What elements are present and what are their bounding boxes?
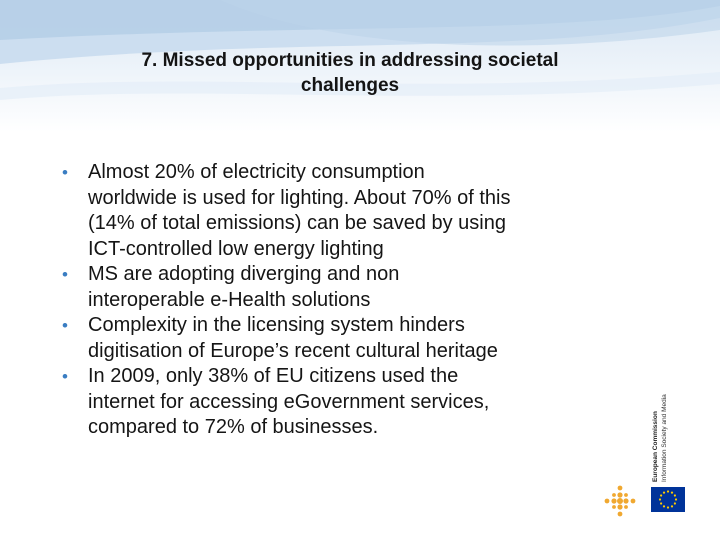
header-swoosh-graphic xyxy=(0,0,720,100)
bullet-dot-icon: • xyxy=(62,163,68,182)
header-band xyxy=(0,0,720,132)
bullet-4-line-3: compared to 72% of businesses. xyxy=(88,416,379,438)
bullet-3-line-1: Complexity in the licensing system hinde… xyxy=(88,314,465,336)
slide-title-line-1: 7. Missed opportunities in addressing so… xyxy=(141,50,559,71)
bullet-item-lighting: • Almost 20% of electricity consumption … xyxy=(62,160,622,262)
bullet-4-line-1: In 2009, only 38% of EU citizens used th… xyxy=(88,365,459,387)
bullet-dot-icon: • xyxy=(62,367,68,386)
bullet-1-line-2: worldwide is used for lighting. About 70… xyxy=(88,186,511,209)
bullet-dot-icon: • xyxy=(62,316,68,335)
bullet-2-line-1: MS are adopting diverging and non xyxy=(88,263,400,285)
bullet-3-line-2: digitisation of Europe’s recent cultural… xyxy=(88,339,498,362)
bullet-1-line-1: Almost 20% of electricity consumption xyxy=(88,161,425,183)
bullet-4-line-2: internet for accessing eGovernment servi… xyxy=(88,390,490,413)
bullet-dot-icon: • xyxy=(62,265,68,284)
slide-title: 7. Missed opportunities in addressing so… xyxy=(70,48,630,98)
slide-title-line-2: challenges xyxy=(300,75,400,96)
bullet-item-egovernment: • In 2009, only 38% of EU citizens used … xyxy=(62,364,622,441)
bullet-list: • Almost 20% of electricity consumption … xyxy=(62,160,622,441)
bullet-item-licensing: • Complexity in the licensing system hin… xyxy=(62,313,622,364)
ec-dg-name: Information Society and Media xyxy=(661,394,668,482)
bullet-2-line-2: interoperable e-Health solutions xyxy=(88,288,371,311)
bullet-1-line-3: (14% of total emissions) can be saved by… xyxy=(88,212,506,234)
dots-logo-icon xyxy=(604,485,636,517)
bullet-1-line-4: ICT-controlled low energy lighting xyxy=(88,237,384,260)
eu-flag-icon xyxy=(651,487,685,512)
bullet-item-ehealth: • MS are adopting diverging and non inte… xyxy=(62,262,622,313)
ec-org-name: European Commission xyxy=(652,411,659,482)
ec-vertical-branding: European Commission Information Society … xyxy=(651,372,681,482)
